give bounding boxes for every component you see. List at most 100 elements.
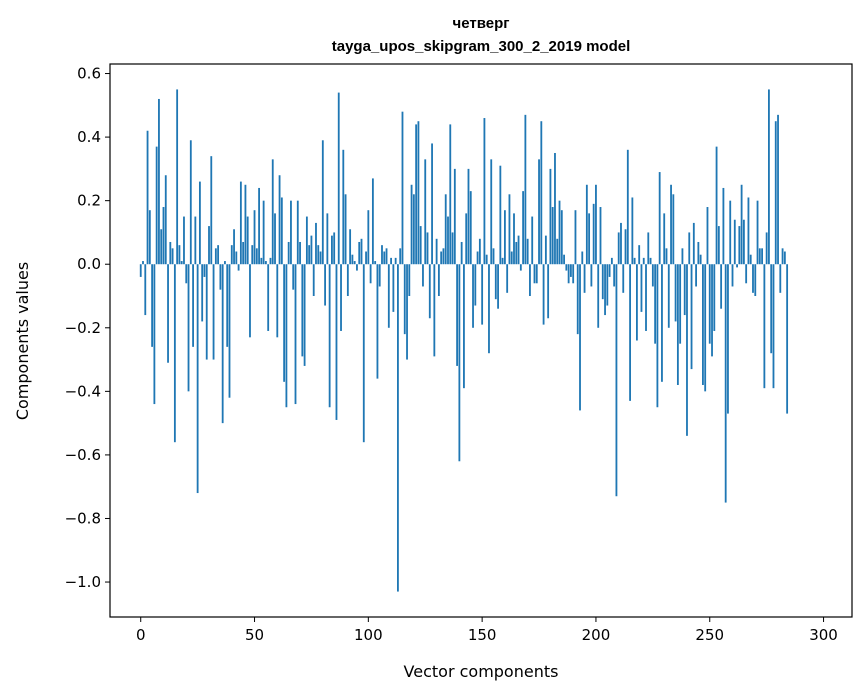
bar (283, 264, 286, 382)
bar (246, 216, 249, 265)
bar (601, 264, 604, 300)
bar (606, 264, 609, 306)
bar (565, 264, 568, 271)
y-axis-ticks: 0.6 0.4 0.2 0.0 −0.2 −0.4 −0.6 −0.8 −1.0 (65, 65, 110, 591)
bar (260, 257, 263, 265)
bar (745, 264, 748, 284)
bar (617, 232, 620, 265)
bar (173, 264, 176, 443)
bar (351, 254, 354, 265)
bar (287, 241, 290, 265)
bar (310, 235, 313, 265)
bar (581, 251, 584, 265)
bar (642, 257, 645, 265)
bar (656, 264, 659, 408)
bar (590, 264, 593, 287)
bar (274, 213, 276, 265)
y-tick-label: −0.8 (65, 509, 101, 527)
bar (369, 264, 372, 284)
bar (717, 226, 720, 265)
bar (501, 257, 504, 265)
bar (185, 264, 188, 284)
bar (674, 264, 677, 322)
bar (378, 264, 381, 287)
bar (205, 264, 208, 360)
bar (522, 191, 525, 265)
bar (189, 140, 192, 265)
bar (736, 264, 738, 268)
bar (544, 235, 547, 265)
bar (529, 264, 531, 296)
bar (663, 213, 666, 265)
y-axis-label: Components values (13, 262, 32, 420)
bar (447, 216, 449, 265)
bar (576, 264, 579, 335)
bar (335, 264, 338, 420)
bar (399, 248, 402, 265)
bar (453, 168, 456, 265)
bar (299, 241, 301, 265)
bar (262, 200, 265, 265)
bar (647, 232, 650, 265)
bar (702, 264, 704, 385)
bar (371, 178, 374, 265)
bar (547, 264, 550, 319)
bar (162, 207, 165, 265)
bar (670, 184, 672, 265)
bar (255, 248, 258, 265)
bar (201, 264, 204, 322)
bar (469, 191, 472, 265)
plot-frame (109, 63, 853, 618)
bar (312, 264, 315, 296)
bar (478, 238, 481, 265)
bar (560, 210, 563, 265)
bar (583, 264, 586, 293)
bar (340, 264, 342, 331)
bar (374, 261, 377, 265)
bar (535, 264, 538, 284)
bar (524, 114, 527, 265)
bar (415, 124, 418, 265)
x-tick-label: 250 (695, 626, 724, 644)
bar (761, 248, 763, 265)
bar (342, 149, 345, 265)
bar (178, 245, 181, 265)
bar (346, 264, 349, 296)
bar (595, 184, 597, 265)
bar (633, 257, 636, 265)
bar (151, 264, 154, 347)
bar (237, 264, 240, 271)
bar (187, 264, 190, 392)
bar (640, 264, 643, 312)
bar (153, 264, 156, 405)
bar (572, 264, 575, 284)
bar (472, 264, 474, 328)
y-tick-label: −0.4 (65, 382, 101, 400)
bar (681, 248, 684, 265)
bar (588, 213, 591, 265)
bar (763, 264, 766, 389)
bar (419, 226, 422, 265)
bar (401, 111, 404, 265)
bar (481, 264, 484, 325)
bar (665, 248, 668, 265)
bar (315, 222, 317, 265)
bar (667, 264, 670, 328)
bar (692, 222, 695, 265)
bar (403, 264, 406, 335)
bar (451, 232, 454, 265)
bar (303, 264, 306, 366)
bar (711, 264, 713, 357)
bar (768, 89, 770, 265)
bar (167, 264, 169, 363)
bar (424, 159, 427, 265)
bar (676, 264, 679, 385)
bar (783, 251, 786, 265)
bar (169, 241, 172, 265)
bar (244, 184, 247, 265)
y-tick-label: 0.0 (77, 255, 101, 273)
bar (517, 235, 520, 265)
bar (713, 264, 716, 331)
bar (365, 251, 367, 265)
bar (526, 238, 529, 265)
